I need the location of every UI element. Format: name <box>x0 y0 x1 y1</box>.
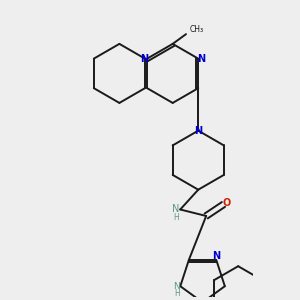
Text: N: N <box>197 54 205 64</box>
Text: N: N <box>173 282 180 291</box>
Text: O: O <box>223 198 231 208</box>
Text: N: N <box>140 54 148 64</box>
Text: N: N <box>212 251 220 261</box>
Text: CH₃: CH₃ <box>189 25 203 34</box>
Text: H: H <box>174 289 180 298</box>
Text: N: N <box>172 205 180 214</box>
Text: N: N <box>194 126 202 136</box>
Text: H: H <box>173 213 179 222</box>
